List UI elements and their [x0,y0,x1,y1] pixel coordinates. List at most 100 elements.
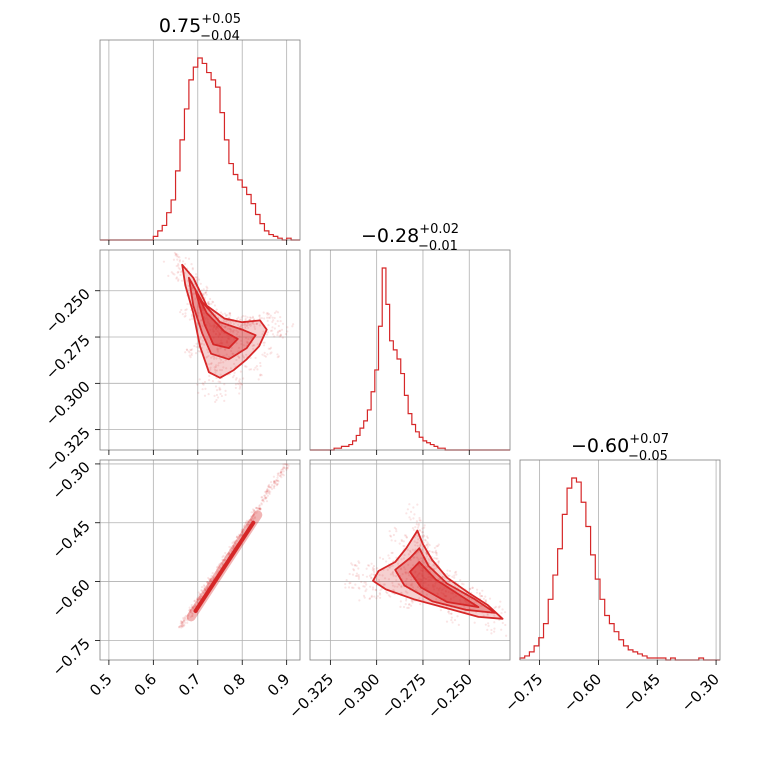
sample-point [201,342,204,345]
sample-point [224,348,227,351]
sample-point [247,520,250,523]
sample-point [194,603,197,606]
sample-point [242,529,245,532]
sample-point [402,557,405,560]
sample-point [266,353,269,356]
sample-point [462,583,465,586]
sample-point [224,325,227,328]
sample-point [195,273,198,276]
sample-point [197,311,200,315]
sample-point [266,313,269,316]
sample-point [213,304,217,307]
sample-point [423,561,426,564]
sample-point [251,316,254,319]
contour-level-3 [194,289,239,349]
sample-point [246,316,249,319]
sample-point [217,361,220,365]
sample-point [178,625,181,628]
sample-point [247,326,250,329]
sample-point [247,337,250,341]
sample-point [180,279,184,282]
sample-point [352,586,355,589]
sample-point [270,351,273,354]
sample-point [351,573,355,576]
sample-point [177,270,180,273]
sample-point [255,322,259,325]
sample-point [352,569,356,572]
sample-point [276,482,279,486]
sample-point [185,348,189,352]
sample-point [279,471,282,474]
y-tick-label: −0.75 [49,634,94,679]
sample-point [235,341,238,345]
sample-point [482,614,485,617]
sample-point [219,347,222,350]
sample-point [207,582,210,585]
sample-point [232,544,235,547]
sample-point [183,616,186,619]
sample-point [256,343,259,346]
sample-point [262,311,265,314]
sample-point [408,603,411,606]
sample-point [182,260,185,263]
sample-point [446,569,449,572]
sample-point [376,567,379,570]
sample-point [247,523,250,526]
sample-point [400,539,404,543]
sample-point [203,587,206,590]
sample-point [199,337,202,340]
sample-point [284,333,288,336]
sample-point [190,349,193,352]
sample-point [255,322,258,326]
sample-point [418,545,422,548]
sample-point [272,482,276,485]
sample-point [394,575,398,578]
sample-point [209,578,212,581]
sample-point [206,302,210,305]
sample-point [282,463,285,466]
sample-point [191,606,194,609]
sample-point [433,546,436,550]
sample-point [232,546,235,549]
sample-point [238,378,241,381]
sample-point [391,571,394,574]
sample-point [354,583,357,586]
sample-point [435,545,438,548]
sample-point [419,544,422,547]
sample-point [191,266,194,270]
sample-point [251,344,254,348]
sample-point [418,516,421,520]
sample-point [273,311,277,315]
sample-point [234,378,238,381]
sample-point [447,580,450,583]
sample-point [219,311,223,314]
x-tick-label: 0.5 [86,670,116,700]
sample-point [411,599,414,602]
sample-point [219,388,222,391]
sample-point [432,551,435,554]
sample-point [179,620,183,623]
sample-point [241,527,245,530]
sample-point [391,584,395,587]
sample-point [224,325,227,328]
sample-point [484,599,487,602]
sample-point [254,356,257,360]
sample-point [372,573,376,576]
sample-point [281,468,284,471]
sample-point [203,343,206,346]
sample-point [373,571,376,574]
sample-point [220,369,224,372]
sample-point [173,251,176,255]
sample-point [447,610,451,613]
sample-point [416,544,419,547]
sample-point [271,320,274,324]
sample-point [238,383,241,386]
sample-point [284,467,287,470]
sample-point [373,595,376,598]
sample-point [371,586,375,589]
sample-point [412,517,415,520]
sample-point [399,605,402,608]
sample-point [391,564,394,567]
sample-point [207,576,210,580]
sample-point [411,582,414,585]
